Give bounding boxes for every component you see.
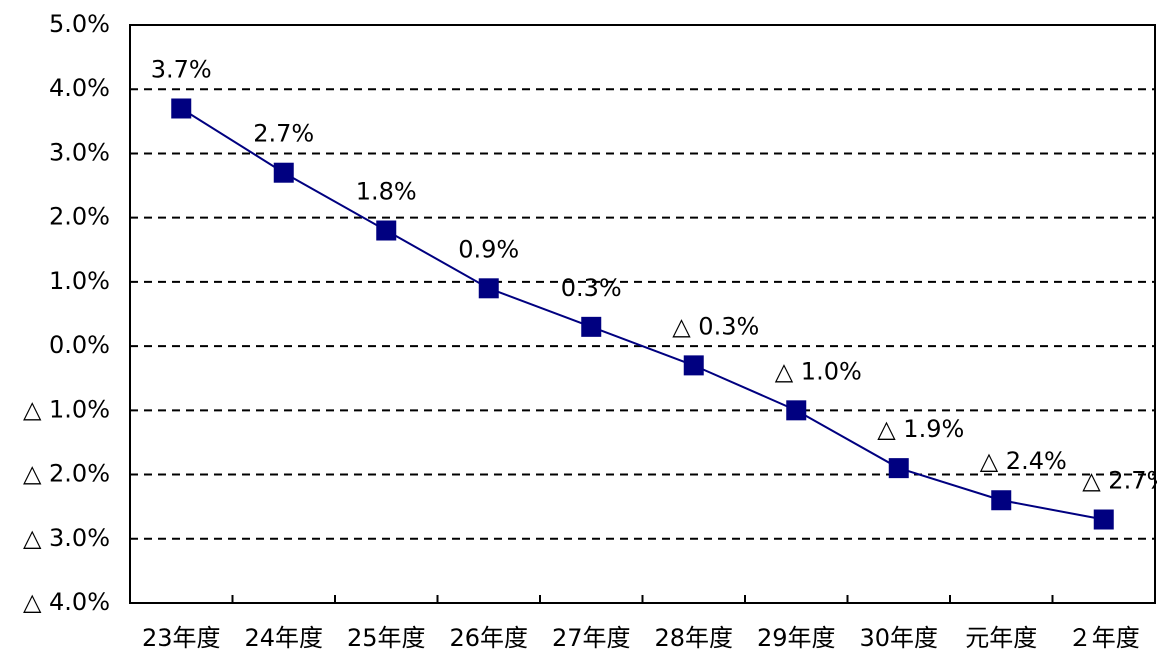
y-tick-label: △ 2.0% xyxy=(23,460,110,488)
data-label: 2.7% xyxy=(253,120,314,148)
y-tick-label: 1.0% xyxy=(49,267,110,295)
x-tick-label: 26年度 xyxy=(449,624,528,652)
data-label: △ 2.4% xyxy=(980,447,1067,475)
y-tick-label: 2.0% xyxy=(49,203,110,231)
y-tick-label: △ 3.0% xyxy=(23,524,110,552)
plot-border xyxy=(129,24,1156,604)
marker xyxy=(581,316,602,337)
data-label: △ 2.7% xyxy=(1082,467,1157,495)
data-label: 0.3% xyxy=(561,274,622,302)
y-tick-label: 3.0% xyxy=(49,138,110,166)
marker xyxy=(786,400,807,421)
marker xyxy=(683,355,704,376)
x-tick-label: ２年度 xyxy=(1068,624,1140,652)
x-tick-label: 30年度 xyxy=(859,624,938,652)
x-tick-label: 元年度 xyxy=(965,624,1037,652)
data-label: 1.8% xyxy=(356,178,417,206)
marker xyxy=(1093,509,1114,530)
data-label: 3.7% xyxy=(151,55,212,83)
series-line xyxy=(180,107,1104,521)
data-label: △ 1.9% xyxy=(877,415,964,443)
data-label: △ 1.0% xyxy=(775,357,862,385)
x-tick-label: 27年度 xyxy=(552,624,631,652)
x-tick-label: 28年度 xyxy=(654,624,733,652)
y-tick-label: 0.0% xyxy=(49,331,110,359)
y-tick-label: △ 4.0% xyxy=(23,588,110,616)
marker xyxy=(171,98,192,119)
x-tick-label: 25年度 xyxy=(347,624,426,652)
x-tick-label: 23年度 xyxy=(142,624,221,652)
marker xyxy=(888,458,909,479)
x-tick-label: 24年度 xyxy=(244,624,323,652)
data-label: 0.9% xyxy=(458,235,519,263)
y-tick-label: 4.0% xyxy=(49,74,110,102)
x-tick-label: 29年度 xyxy=(757,624,836,652)
data-label: △ 0.3% xyxy=(672,312,759,340)
y-tick-label: △ 1.0% xyxy=(23,395,110,423)
marker xyxy=(376,220,397,241)
marker xyxy=(273,162,294,183)
marker xyxy=(478,278,499,299)
marker xyxy=(991,490,1012,511)
y-tick-label: 5.0% xyxy=(49,10,110,38)
